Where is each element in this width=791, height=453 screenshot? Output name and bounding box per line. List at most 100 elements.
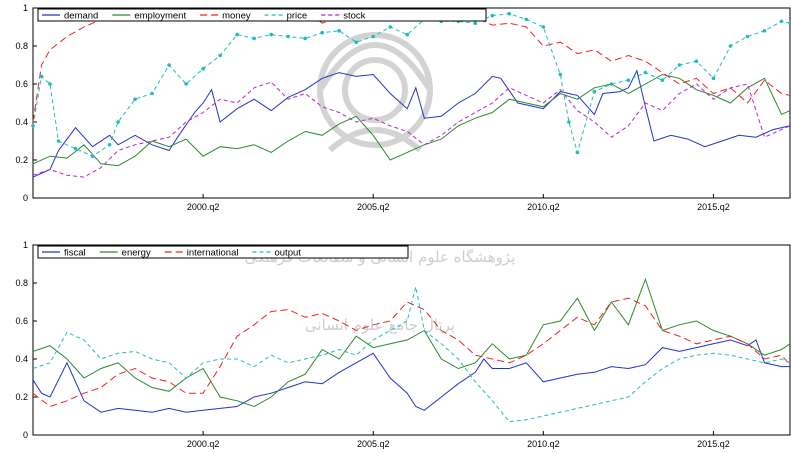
y-tick-label: 0.8	[15, 41, 28, 51]
series-point-price	[150, 91, 154, 96]
series-point-price	[39, 74, 44, 79]
y-tick-label: 1	[23, 240, 28, 250]
legend-item-output: output	[252, 248, 301, 259]
series-point-price	[269, 32, 273, 37]
series-point-price	[184, 82, 188, 86]
x-tick-label: 2005.q2	[357, 439, 390, 449]
legend-label: output	[274, 248, 301, 259]
series-point-price	[711, 76, 716, 81]
legend-box	[37, 245, 409, 259]
x-tick-label: 2000.q2	[187, 202, 220, 212]
series-point-price	[507, 11, 512, 16]
series-point-price	[201, 67, 205, 71]
chart-panel-bottom: 0 0.2 0.4 0.6 0.8 1 2000.q2 2005.q2 2010.q2 2015.…	[15, 240, 791, 449]
series-point-price	[694, 59, 699, 63]
series-point-price	[745, 34, 750, 39]
y-tick-label: 0.6	[15, 316, 28, 326]
legend-item-employment: employment	[112, 11, 186, 22]
y-tick-label: 0	[23, 193, 28, 203]
series-point-price	[575, 150, 580, 155]
legend-label: price	[287, 11, 308, 22]
y-tick-label: 0.6	[15, 79, 28, 89]
series-point-price	[388, 25, 393, 29]
y-tick-label: 0.2	[15, 155, 28, 165]
legend-item-international: international	[164, 248, 239, 259]
watermark: پژوهشگاه علوم انسانی و مطالعات فرهنگی پر…	[245, 32, 515, 335]
series-point-price	[592, 89, 597, 94]
series-point-price	[490, 13, 495, 18]
legend-label: fiscal	[64, 248, 86, 259]
chart-panel-top: 0 0.2 0.4 0.6 0.8 1 2000.q2 2005.q2 2010.q2 2015.…	[15, 3, 791, 212]
y-tick-label: 0.8	[15, 278, 28, 288]
series-point-price	[405, 32, 410, 37]
x-tick-label: 2000.q2	[187, 439, 220, 449]
series-point-price	[788, 21, 791, 25]
watermark-emblem	[317, 32, 433, 153]
series-point-price	[303, 36, 307, 41]
series-point-price	[252, 36, 256, 41]
series-point-price	[90, 154, 95, 158]
series-point-price	[609, 82, 614, 86]
series-line-demand	[32, 69, 791, 178]
series-point-price	[660, 78, 665, 82]
x-tick-label: 2015.q2	[697, 202, 730, 212]
x-tick-label: 2010.q2	[527, 202, 560, 212]
series-point-price	[567, 120, 571, 124]
series-line-employment	[32, 73, 791, 167]
legend-label: energy	[122, 248, 151, 259]
y-tick-label: 0.2	[15, 392, 28, 402]
series-point-price	[56, 139, 61, 143]
legend-box	[37, 8, 487, 22]
series-point-price	[677, 63, 682, 67]
watermark-line-2: پرتال جامع علوم انسانی	[305, 316, 455, 335]
series-point-price	[337, 29, 342, 33]
legend: demand employment money price stock	[37, 8, 487, 22]
series-point-price	[541, 25, 546, 29]
series-point-price	[107, 143, 112, 147]
x-tick-label: 2010.q2	[527, 439, 560, 449]
series-point-price	[779, 19, 784, 24]
series-point-price	[626, 78, 631, 82]
legend-item-stock: stock	[321, 11, 366, 22]
series-point-price	[31, 124, 35, 128]
legend-item-demand: demand	[42, 11, 98, 22]
series-point-price	[116, 120, 120, 124]
plot-frame	[32, 7, 791, 199]
series-line-fiscal	[32, 339, 790, 413]
y-tick-label: 0.4	[15, 117, 28, 127]
series-point-price	[762, 29, 767, 33]
series-point-price	[73, 146, 78, 151]
series-point-price	[473, 21, 478, 26]
series-line-output	[32, 286, 791, 423]
series-line-international	[32, 297, 791, 408]
series-point-price	[354, 40, 359, 44]
y-tick-label: 0.4	[15, 354, 28, 364]
series-line-stock	[32, 81, 791, 178]
legend: fiscal energy international output	[37, 245, 409, 259]
legend-item-fiscal: fiscal	[42, 248, 86, 259]
series-point-price	[48, 82, 52, 86]
legend-item-energy: energy	[99, 248, 151, 259]
series-point-price	[218, 53, 222, 58]
series-point-price	[235, 32, 239, 37]
x-tick-label: 2015.q2	[697, 439, 730, 449]
x-tick-label: 2005.q2	[357, 202, 390, 212]
legend-item-money: money	[200, 11, 251, 22]
series-point-price	[558, 72, 563, 77]
series-point-price	[524, 17, 529, 22]
legend-label: stock	[343, 11, 365, 22]
legend-label: international	[187, 248, 239, 259]
plot-frame	[32, 244, 791, 436]
legend-label: demand	[64, 11, 98, 22]
legend-label: money	[222, 11, 251, 22]
legend-item-price: price	[264, 11, 308, 22]
series-point-price	[371, 34, 376, 39]
series-point-price	[320, 30, 324, 35]
legend-label: employment	[134, 11, 186, 22]
series-line-energy	[32, 277, 791, 408]
y-tick-label: 0	[23, 430, 28, 440]
y-tick-label: 1	[23, 3, 28, 13]
series-point-price	[167, 63, 171, 67]
series-point-price	[728, 44, 733, 48]
